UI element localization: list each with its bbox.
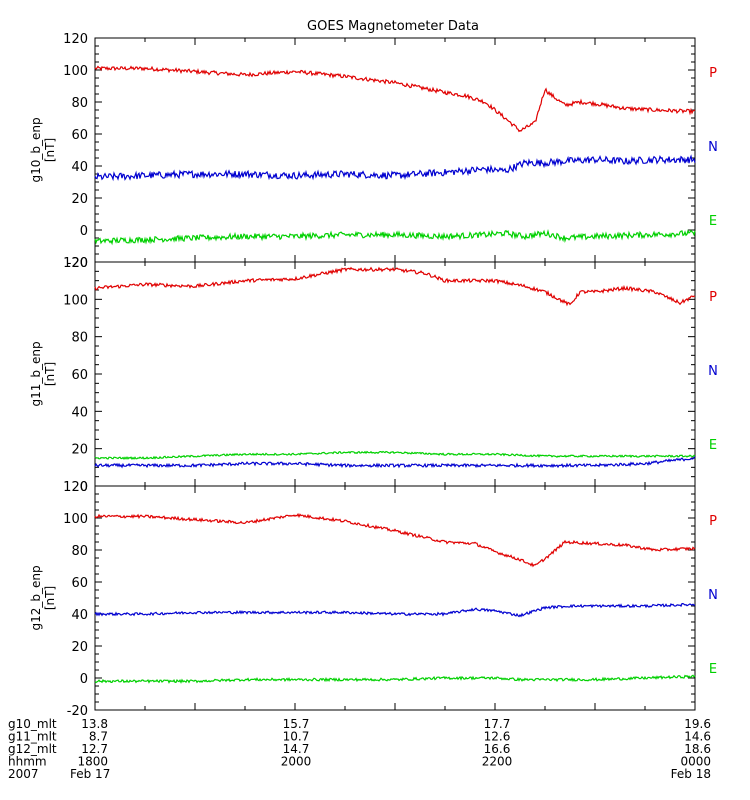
series-line-p bbox=[94, 266, 696, 307]
y-tick-label: 40 bbox=[71, 608, 88, 623]
series-line-p bbox=[94, 512, 696, 568]
y-tick-label: 100 bbox=[63, 512, 88, 527]
y-tick-label: 0 bbox=[80, 224, 88, 239]
x-row-value: 17.7 bbox=[484, 717, 511, 731]
x-row-value: 16.6 bbox=[484, 742, 511, 756]
y-tick-label: -20 bbox=[67, 704, 88, 719]
legend-p: P bbox=[709, 290, 717, 305]
series-line-n bbox=[94, 154, 696, 182]
y-tick-label: 60 bbox=[71, 128, 88, 143]
date-year: 2007 bbox=[8, 767, 39, 781]
y-axis-label: g11_b_enp bbox=[29, 341, 43, 406]
x-row-label: g11_mlt bbox=[8, 730, 57, 744]
legend-e: E bbox=[709, 438, 717, 453]
y-tick-label: 100 bbox=[63, 293, 88, 308]
y-tick-label: -20 bbox=[67, 256, 88, 271]
legend-p: P bbox=[709, 66, 717, 81]
y-tick-label: 80 bbox=[71, 96, 88, 111]
legend-n: N bbox=[708, 364, 718, 379]
series-line-e bbox=[94, 674, 696, 684]
y-tick-label: 40 bbox=[71, 160, 88, 175]
panel-2: 120 100 80 60 40 20 0 g11_b_enp [nT] P N E bbox=[29, 256, 718, 495]
panel-frame bbox=[94, 37, 696, 263]
y-tick-label: 100 bbox=[63, 64, 88, 79]
legend-p: P bbox=[709, 514, 717, 529]
x-row-value: 18.6 bbox=[684, 742, 711, 756]
y-tick-label: 0 bbox=[80, 672, 88, 687]
y-tick-label: 60 bbox=[71, 368, 88, 383]
date-end: Feb 18 bbox=[671, 767, 711, 781]
y-tick-label: 60 bbox=[71, 576, 88, 591]
y-tick-label: 20 bbox=[71, 443, 88, 458]
x-row-value: 0000 bbox=[680, 755, 711, 769]
x-row-value: 2200 bbox=[482, 755, 513, 769]
x-row-value: 8.7 bbox=[89, 730, 108, 744]
series-line-e bbox=[94, 450, 696, 460]
x-row-value: 2000 bbox=[281, 755, 312, 769]
x-row-value: 12.6 bbox=[484, 730, 511, 744]
y-tick-label: 80 bbox=[71, 544, 88, 559]
x-row-value: 10.7 bbox=[283, 730, 310, 744]
y-tick-label: 20 bbox=[71, 640, 88, 655]
x-row-value: 14.7 bbox=[283, 742, 310, 756]
y-tick-label: 120 bbox=[63, 480, 88, 495]
y-tick-label: 40 bbox=[71, 405, 88, 420]
x-row-value: 19.6 bbox=[684, 717, 711, 731]
series-line-n bbox=[94, 602, 696, 618]
x-row-label: g10_mlt bbox=[8, 717, 57, 731]
y-tick-label: 120 bbox=[63, 32, 88, 47]
y-axis-label: g10_b_enp bbox=[29, 117, 43, 182]
legend-e: E bbox=[709, 662, 717, 677]
panel-1: 120 100 80 60 40 20 0 -20 g10_b_enp [nT] P N E bbox=[29, 32, 718, 271]
y-tick-label: 80 bbox=[71, 331, 88, 346]
y-axis-unit: [nT] bbox=[43, 138, 57, 162]
y-tick-label: 20 bbox=[71, 192, 88, 207]
x-row-value: 13.8 bbox=[81, 717, 108, 731]
y-axis-unit: [nT] bbox=[43, 362, 57, 386]
panel-3: 120 100 80 60 40 20 0 -20 g12_b_enp [nT] P N E bbox=[29, 480, 718, 719]
series-line-n bbox=[94, 456, 696, 469]
x-row-label: hhmm bbox=[8, 755, 47, 769]
chart-title: GOES Magnetometer Data bbox=[307, 19, 479, 34]
x-row-value: 12.7 bbox=[81, 742, 108, 756]
series-line-p bbox=[94, 65, 696, 133]
series-line-e bbox=[94, 228, 696, 246]
x-row-value: 1800 bbox=[77, 755, 108, 769]
y-axis-label: g12_b_enp bbox=[29, 565, 43, 630]
y-axis-unit: [nT] bbox=[43, 586, 57, 610]
x-row-label: g12_mlt bbox=[8, 742, 57, 756]
legend-n: N bbox=[708, 588, 718, 603]
x-row-value: 14.6 bbox=[684, 730, 711, 744]
legend-e: E bbox=[709, 214, 717, 229]
legend-n: N bbox=[708, 140, 718, 155]
y-tick-label: 0 bbox=[80, 480, 88, 495]
date-start: Feb 17 bbox=[70, 767, 110, 781]
x-row-value: 15.7 bbox=[283, 717, 310, 731]
y-tick-label: 120 bbox=[63, 256, 88, 271]
